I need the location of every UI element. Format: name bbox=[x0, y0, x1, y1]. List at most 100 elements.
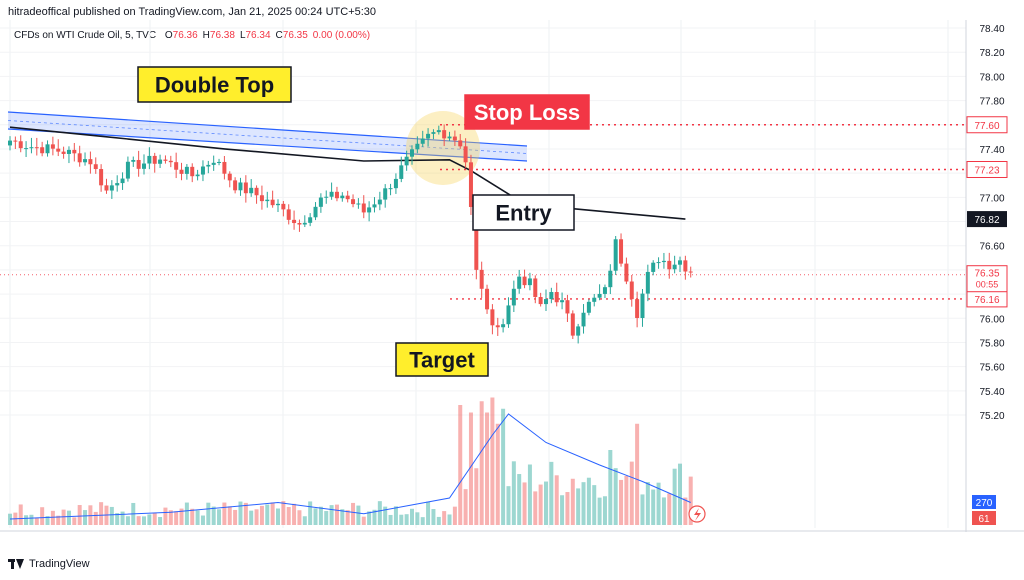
candle-body bbox=[104, 185, 109, 191]
volume-bar bbox=[495, 423, 500, 525]
volume-bar bbox=[683, 497, 688, 525]
volume-bar bbox=[393, 506, 398, 525]
candle-body bbox=[372, 204, 377, 208]
y-tick-label: 75.60 bbox=[979, 363, 1004, 374]
y-tick-label: 75.80 bbox=[979, 338, 1004, 349]
candle-body bbox=[485, 288, 490, 310]
ohlc-item: O76.36 bbox=[164, 30, 198, 41]
candle-body bbox=[13, 140, 18, 142]
candle-body bbox=[270, 199, 275, 206]
candle-body bbox=[404, 156, 409, 166]
candle-body bbox=[576, 326, 581, 336]
candle-body bbox=[672, 264, 677, 270]
volume-bar bbox=[399, 514, 404, 525]
candle-body bbox=[608, 270, 613, 288]
volume-bar bbox=[243, 502, 248, 525]
symbol-legend[interactable]: CFDs on WTI Crude Oil, 5, TVC O76.36 H76.… bbox=[14, 30, 370, 41]
candle-body bbox=[136, 159, 141, 169]
candle-body bbox=[592, 297, 597, 302]
candle-body bbox=[120, 178, 125, 184]
volume-bar bbox=[538, 484, 543, 525]
candle-body bbox=[34, 147, 39, 149]
candle-body bbox=[233, 180, 238, 191]
candle-body bbox=[259, 195, 264, 202]
candle-body bbox=[613, 239, 618, 271]
volume-bar bbox=[452, 506, 457, 525]
trend-channel-mid bbox=[7, 120, 528, 154]
volume-bar bbox=[72, 517, 77, 525]
candle-body bbox=[683, 260, 688, 272]
candle-body bbox=[415, 143, 420, 150]
candle-body bbox=[436, 130, 441, 133]
candle-body bbox=[50, 144, 55, 149]
candle-body bbox=[195, 174, 200, 177]
price-chart[interactable]: 78.4078.2078.0077.8077.6077.4077.2077.00… bbox=[0, 20, 1024, 532]
candle-body bbox=[517, 276, 522, 289]
candle-body bbox=[570, 313, 575, 336]
volume-bar bbox=[490, 397, 495, 525]
volume-bar bbox=[217, 509, 222, 525]
last-price-tag bbox=[966, 265, 1008, 293]
volume-bar bbox=[586, 477, 591, 525]
volume-bar bbox=[40, 507, 45, 525]
volume-bar bbox=[377, 501, 382, 525]
volume-bar bbox=[8, 513, 12, 525]
y-tick-label: 75.20 bbox=[979, 411, 1004, 422]
volume-value: 61 bbox=[978, 514, 990, 525]
candle-body bbox=[645, 271, 650, 294]
volume-bar bbox=[527, 464, 532, 525]
volume-bar bbox=[602, 496, 607, 525]
candle-body bbox=[554, 292, 559, 303]
candle-body bbox=[549, 292, 554, 300]
volume-bar bbox=[66, 510, 71, 525]
candle-body bbox=[533, 278, 538, 298]
volume-bar bbox=[554, 475, 559, 525]
volume-bar bbox=[24, 515, 29, 525]
volume-bar bbox=[549, 461, 554, 525]
tradingview-logo-icon bbox=[8, 559, 24, 569]
volume-bar bbox=[334, 504, 339, 525]
volume-bar bbox=[688, 476, 693, 525]
candle-body bbox=[661, 260, 666, 263]
candle-body bbox=[431, 132, 436, 134]
volume-bar bbox=[506, 486, 511, 525]
volume-bar bbox=[233, 509, 238, 525]
candle-body bbox=[501, 324, 506, 328]
candle-body bbox=[190, 166, 195, 177]
volume-bar bbox=[184, 502, 189, 525]
volume-bar bbox=[120, 511, 125, 525]
candle-body bbox=[356, 203, 361, 205]
candle-body bbox=[361, 203, 366, 213]
candle-body bbox=[40, 147, 45, 154]
volume-bar bbox=[99, 502, 104, 525]
candle-body bbox=[324, 196, 329, 198]
volume-bar bbox=[388, 514, 393, 525]
volume-bar bbox=[174, 511, 179, 525]
candle-body bbox=[66, 149, 71, 154]
volume-bar bbox=[93, 511, 98, 525]
y-tick-label: 78.40 bbox=[979, 24, 1004, 35]
candle-body bbox=[243, 182, 248, 194]
candle-body bbox=[222, 161, 227, 174]
y-tick-label: 78.00 bbox=[979, 72, 1004, 83]
candle-body bbox=[168, 160, 173, 163]
volume-bar bbox=[292, 503, 297, 525]
volume-bar bbox=[468, 412, 473, 525]
ohlc-item: 0.00 (0.00%) bbox=[312, 30, 371, 41]
candle-body bbox=[420, 138, 425, 144]
volume-bar bbox=[238, 501, 243, 525]
candle-body bbox=[452, 136, 457, 141]
candle-body bbox=[426, 133, 431, 139]
candle-body bbox=[479, 269, 484, 289]
volume-ma-line bbox=[9, 413, 691, 520]
volume-pane bbox=[8, 397, 693, 525]
volume-bar bbox=[533, 491, 538, 525]
volume-bar bbox=[613, 468, 618, 525]
candle-body bbox=[297, 223, 302, 225]
candle-body bbox=[115, 183, 120, 186]
volume-bar bbox=[115, 513, 120, 525]
volume-bar bbox=[624, 475, 629, 525]
candle-body bbox=[388, 188, 393, 190]
price-level-tag bbox=[966, 160, 1008, 178]
candle-body bbox=[99, 169, 104, 186]
